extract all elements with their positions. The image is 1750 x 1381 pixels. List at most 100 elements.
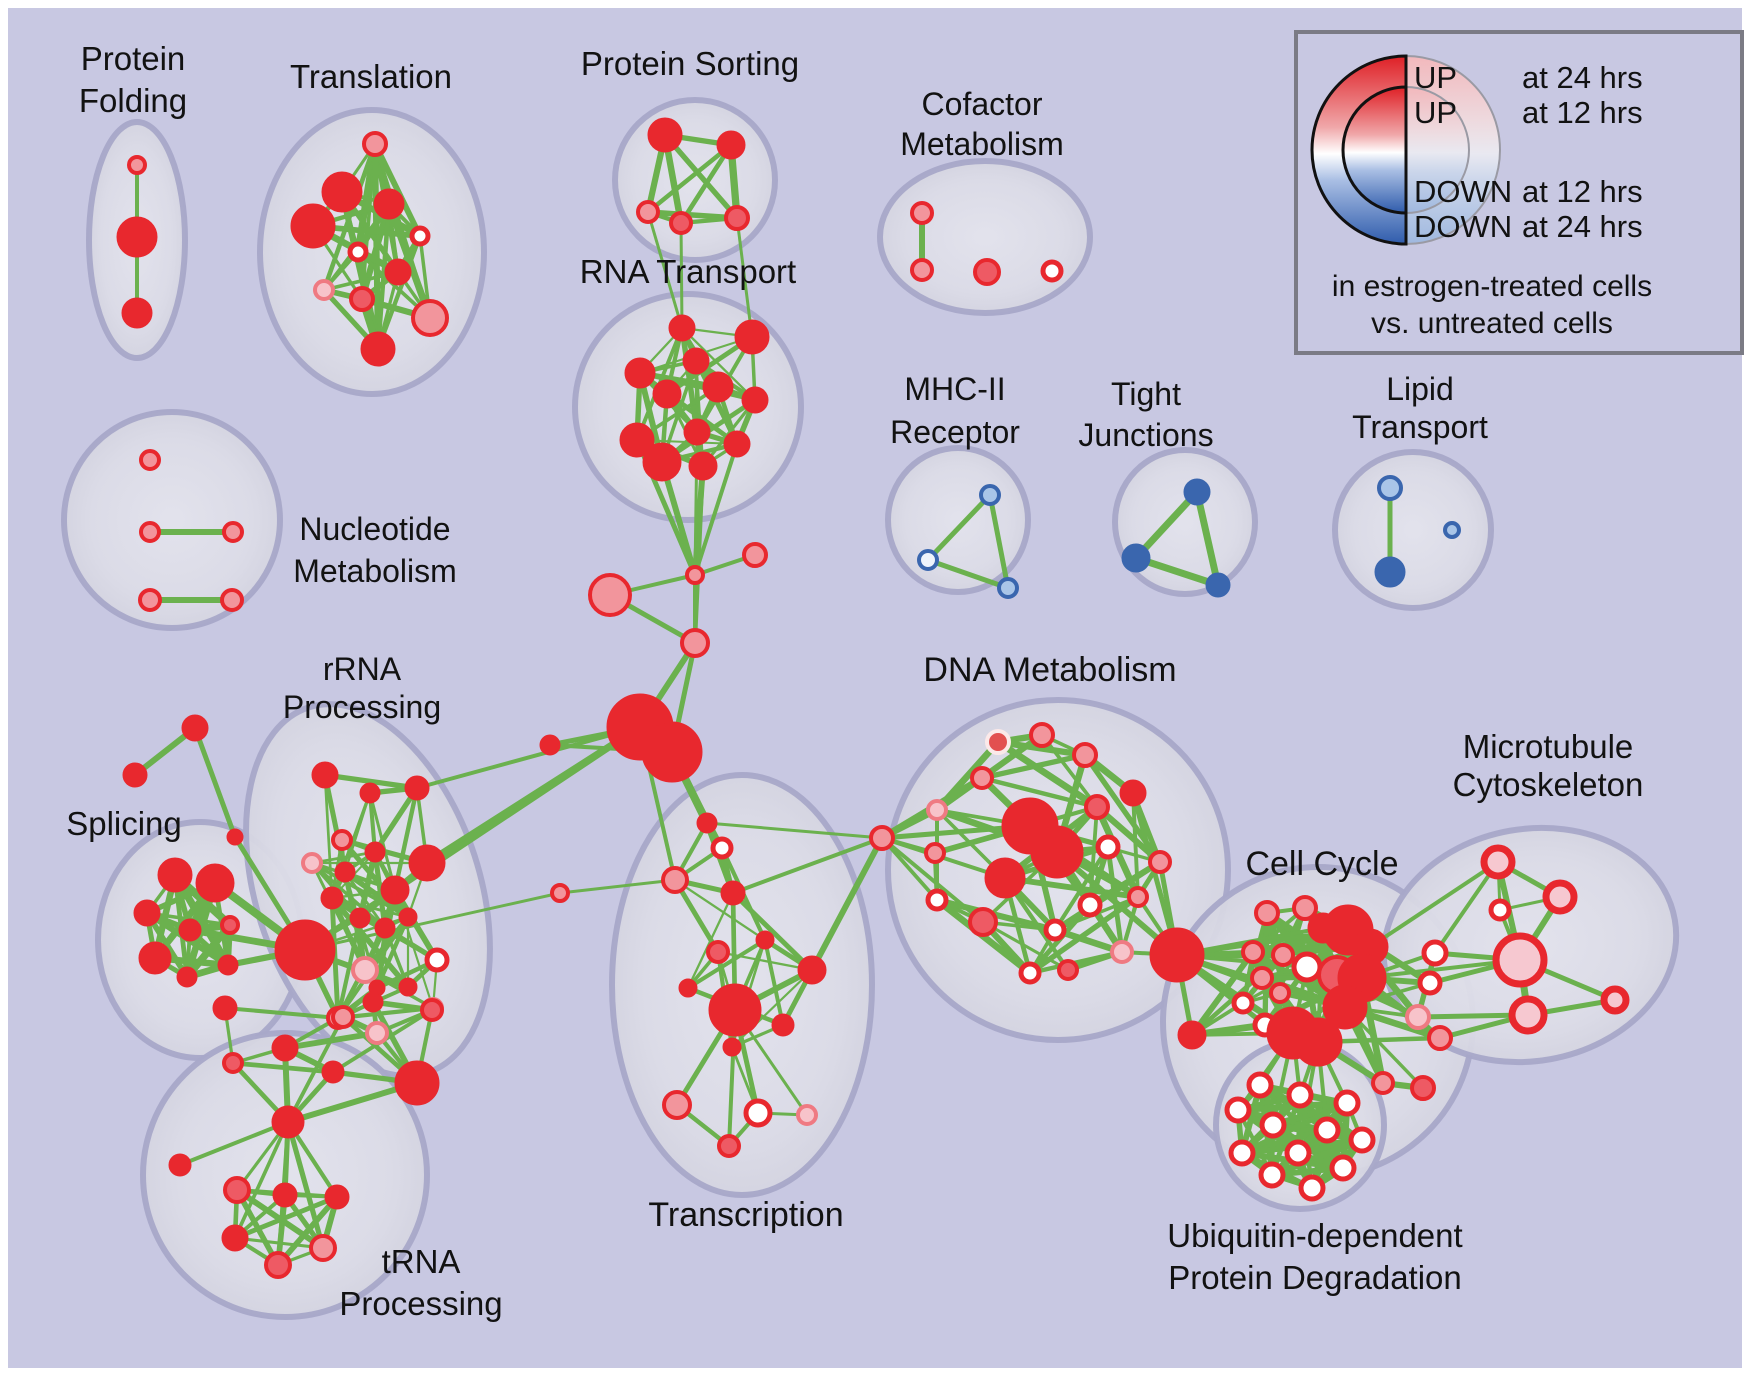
gene-node-rt2 <box>624 357 656 389</box>
edge <box>335 915 363 1021</box>
gene-node-sn3 <box>680 628 710 658</box>
gene-node-mm0 <box>1480 844 1516 880</box>
gene-node-dd18 <box>1127 886 1149 908</box>
edge <box>233 1236 325 1250</box>
edge <box>372 849 388 931</box>
gene-node-ps0 <box>647 117 683 153</box>
gene-node-tx4 <box>755 930 775 950</box>
edge <box>646 210 684 330</box>
cluster-label-ubiquitin-degradation: Ubiquitin-dependent Protein Degradation <box>1167 1217 1462 1296</box>
cluster-label-protein-folding: Protein Folding <box>79 40 187 119</box>
legend-time-0: at 24 hrs <box>1522 60 1643 95</box>
gene-node-ps2 <box>636 200 660 224</box>
edge <box>880 836 985 924</box>
gene-node-vv0 <box>1246 1071 1274 1099</box>
gene-node-tx5 <box>706 940 730 964</box>
gene-node-rr10 <box>349 907 371 929</box>
gene-node-rt11 <box>688 451 718 481</box>
gene-node-hx5 <box>264 1251 292 1279</box>
gene-node-vv9 <box>1258 1161 1286 1189</box>
gene-node-mm5 <box>1600 985 1630 1015</box>
gene-node-f2 <box>226 828 244 846</box>
gene-node-tx6 <box>678 978 698 998</box>
gene-node-tx14 <box>717 1134 741 1158</box>
gene-node-tn7 <box>222 1052 244 1074</box>
cluster-label-cofactor-metabolism: Cofactor Metabolism <box>900 86 1064 162</box>
edge <box>979 775 1100 810</box>
edge <box>285 1119 326 1251</box>
edge <box>1040 733 1099 809</box>
edge <box>415 725 642 790</box>
edge <box>809 835 885 973</box>
gene-node-tr6 <box>384 258 412 286</box>
gene-node-ln0 <box>168 1153 192 1177</box>
gene-node-gg9 <box>1291 951 1323 983</box>
edge <box>1193 488 1222 589</box>
edge <box>558 878 677 895</box>
gene-node-vv7 <box>1228 1139 1256 1167</box>
gene-node-sn2 <box>588 573 632 617</box>
gene-node-dd10 <box>1148 850 1172 874</box>
edge <box>183 921 234 981</box>
gene-node-gg0 <box>1149 927 1205 983</box>
cluster-label-microtubule-cytoskeleton: Microtubule Cytoskeleton <box>1453 728 1644 803</box>
edge <box>342 869 411 920</box>
legend-direction-0: UP <box>1414 60 1457 95</box>
gene-node-rt7 <box>619 422 655 458</box>
gene-node-nm2 <box>222 521 244 543</box>
gene-node-lt2 <box>1443 521 1461 539</box>
gene-node-dd14 <box>925 888 949 912</box>
edge <box>693 442 739 577</box>
gene-node-tn0 <box>212 995 238 1021</box>
gene-node-mm3 <box>1492 932 1548 988</box>
gene-node-tr4 <box>409 225 431 247</box>
gene-node-dd20 <box>1057 959 1079 981</box>
gene-node-pf0 <box>127 155 147 175</box>
gene-node-dd9 <box>1095 834 1121 860</box>
gene-node-dd15 <box>968 907 998 937</box>
edge <box>275 1194 340 1268</box>
gene-node-tn8 <box>394 1060 440 1106</box>
edge <box>232 1194 340 1241</box>
gene-node-dd0 <box>985 729 1011 755</box>
gene-node-hx3 <box>221 1224 249 1252</box>
gene-node-hx4 <box>309 1234 337 1262</box>
gene-node-dd1 <box>1029 722 1055 748</box>
gene-node-gg8 <box>1271 943 1295 967</box>
gene-node-tr10 <box>360 331 396 367</box>
gene-node-tx0 <box>696 812 718 834</box>
gene-node-dd7 <box>1084 794 1110 820</box>
gene-node-mm2 <box>1488 898 1512 922</box>
cluster-label-protein-sorting: Protein Sorting <box>581 45 799 82</box>
gene-node-rt9 <box>723 430 751 458</box>
edge <box>322 772 420 791</box>
gene-node-slh <box>274 919 336 981</box>
gene-node-tx3 <box>720 880 746 906</box>
gene-node-tr2 <box>373 188 405 220</box>
edge <box>372 785 420 855</box>
legend-inner-right-half <box>1405 85 1470 215</box>
gene-node-nm4 <box>220 588 244 612</box>
gene-node-sn7 <box>550 883 570 903</box>
edge <box>925 557 1011 591</box>
gene-node-dd17 <box>1043 918 1067 942</box>
legend-time-2: at 12 hrs <box>1522 174 1643 209</box>
gene-node-gg16 <box>1322 984 1368 1030</box>
gene-node-rt4 <box>702 371 734 403</box>
gene-node-tnh <box>271 1105 305 1139</box>
gene-node-sl2 <box>133 899 161 927</box>
edge <box>680 326 757 402</box>
edge <box>1368 860 1500 949</box>
gene-node-gg3 <box>1292 895 1318 921</box>
cluster-label-cell-cycle: Cell Cycle <box>1245 845 1398 883</box>
gene-node-rt0 <box>668 314 696 342</box>
gene-node-rr4 <box>301 852 323 874</box>
gene-node-tr0 <box>362 131 388 157</box>
gene-node-dd21 <box>1110 940 1134 964</box>
gene-node-rt8 <box>683 418 711 446</box>
gene-node-sn0 <box>685 565 705 585</box>
gene-node-rr0 <box>311 761 339 789</box>
gene-node-tn5 <box>271 1034 299 1062</box>
gene-node-dd6 <box>924 842 946 864</box>
